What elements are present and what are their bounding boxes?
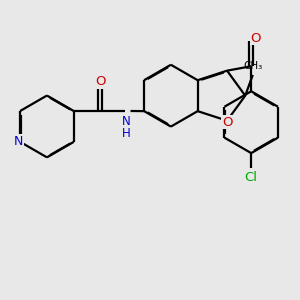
Text: CH₃: CH₃ bbox=[243, 61, 262, 70]
Text: N: N bbox=[14, 135, 23, 148]
Text: O: O bbox=[250, 32, 261, 45]
Text: N
H: N H bbox=[122, 115, 131, 140]
Text: O: O bbox=[95, 75, 106, 88]
Text: Cl: Cl bbox=[245, 171, 258, 184]
Text: O: O bbox=[222, 116, 232, 129]
